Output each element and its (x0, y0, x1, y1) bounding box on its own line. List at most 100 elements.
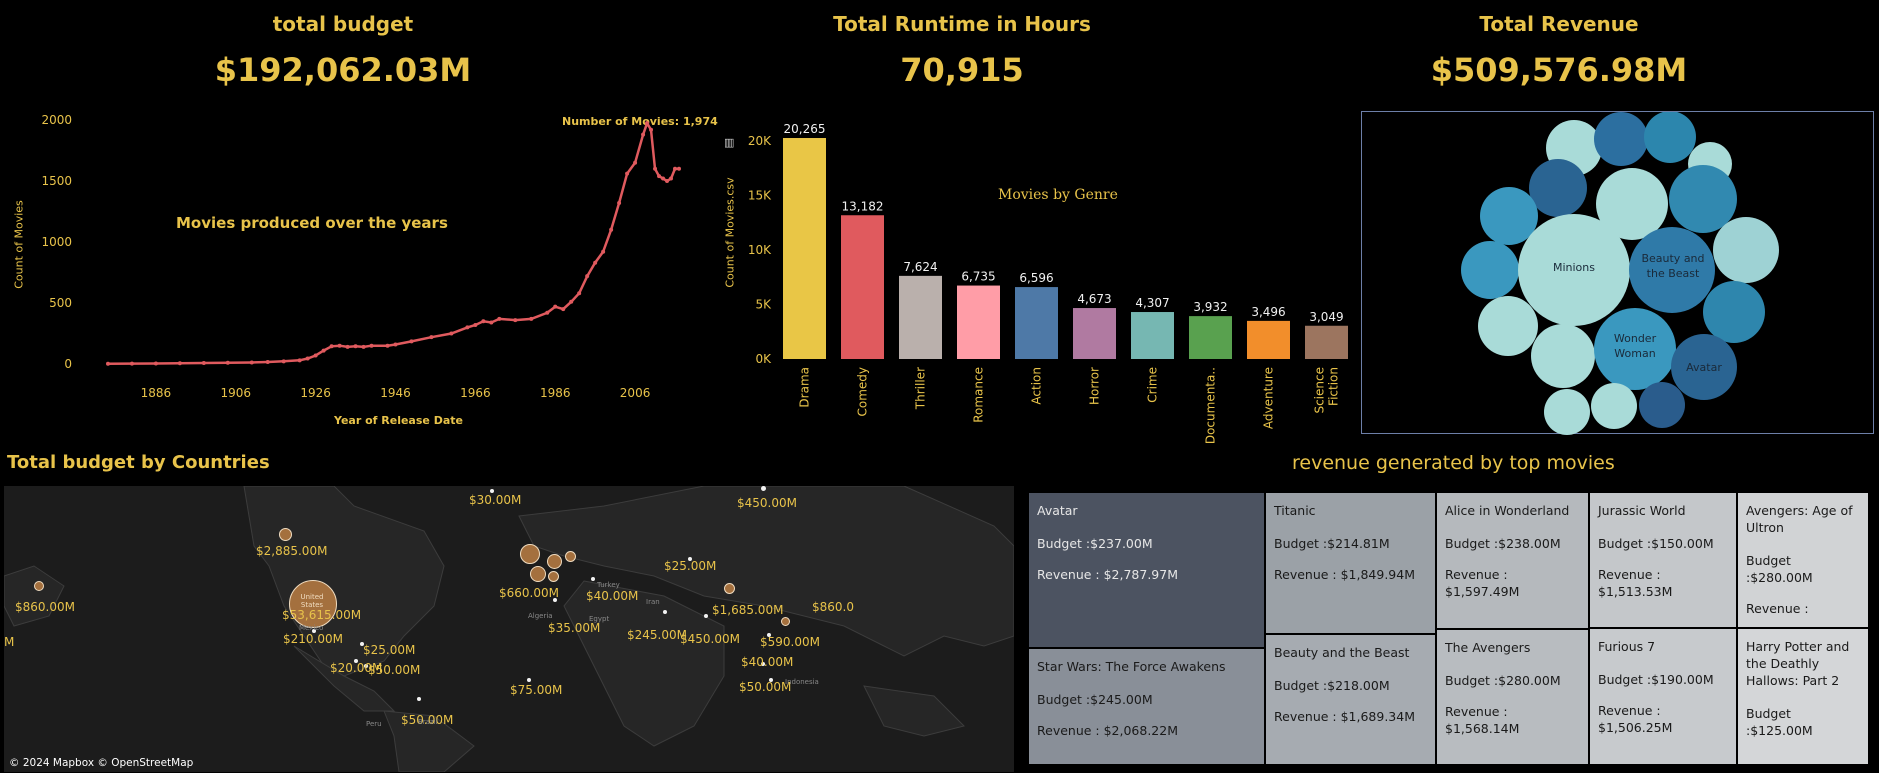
treemap-cell[interactable]: The Avengers Budget :$280.00M Revenue : … (1436, 629, 1589, 765)
bubble[interactable] (1671, 334, 1737, 400)
line-point[interactable] (633, 160, 638, 165)
map-dot[interactable] (360, 642, 364, 646)
map-dot[interactable] (354, 659, 358, 663)
treemap-cell[interactable]: Titanic Budget :$214.81M Revenue : $1,84… (1265, 492, 1436, 634)
line-point[interactable] (569, 299, 574, 304)
bubble[interactable] (1518, 214, 1630, 326)
map-dot[interactable] (312, 629, 316, 633)
bubble[interactable] (1531, 324, 1595, 388)
line-point[interactable] (529, 316, 534, 321)
map-bubble[interactable] (781, 617, 790, 626)
line-point[interactable] (669, 176, 674, 181)
line-chart[interactable]: Count of Movies Movies produced over the… (0, 95, 718, 435)
map-dot[interactable] (688, 557, 692, 561)
line-point[interactable] (449, 331, 454, 336)
bubble[interactable] (1639, 382, 1685, 428)
map-dot[interactable] (761, 486, 766, 491)
line-point[interactable] (545, 310, 550, 315)
line-point[interactable] (201, 361, 206, 366)
line-point[interactable] (657, 174, 662, 179)
line-point[interactable] (337, 343, 342, 348)
bar[interactable] (1189, 316, 1232, 359)
bubble[interactable] (1669, 165, 1737, 233)
line-point[interactable] (313, 353, 318, 358)
treemap-cell[interactable]: Jurassic World Budget :$150.00M Revenue … (1589, 492, 1737, 628)
map-bubble[interactable] (520, 544, 540, 564)
map-bubble-usa[interactable] (289, 580, 337, 628)
line-point[interactable] (345, 344, 350, 349)
budget-map[interactable]: United States $30.00M $450.00M $2,885.00… (4, 486, 1014, 772)
bubble[interactable] (1596, 168, 1668, 240)
map-bubble[interactable] (565, 551, 576, 562)
line-point[interactable] (645, 121, 650, 126)
map-dot[interactable] (704, 614, 708, 618)
line-point[interactable] (409, 339, 414, 344)
treemap-cell[interactable]: Avengers: Age of Ultron Budget :$280.00M… (1737, 492, 1869, 628)
line-point[interactable] (601, 249, 606, 254)
treemap-cell[interactable]: Harry Potter and the Deathly Hallows: Pa… (1737, 628, 1869, 765)
line-point[interactable] (661, 176, 666, 181)
line-point[interactable] (481, 319, 486, 324)
line-point[interactable] (617, 200, 622, 205)
bubble-chart[interactable]: Minions Beauty and the Beast Wonder Woma… (1361, 111, 1874, 435)
map-dot[interactable] (417, 697, 421, 701)
line-point[interactable] (653, 166, 658, 171)
line-point[interactable] (473, 322, 478, 327)
line-point[interactable] (465, 325, 470, 330)
bubble[interactable] (1713, 217, 1779, 283)
line-point[interactable] (641, 132, 646, 137)
line-point[interactable] (177, 361, 182, 366)
line-point[interactable] (577, 291, 582, 296)
bubble[interactable] (1480, 187, 1538, 245)
line-point[interactable] (129, 361, 134, 366)
map-attribution[interactable]: © 2024 Mapbox © OpenStreetMap (6, 756, 197, 770)
bar-chart-icon[interactable]: ▥ (724, 136, 735, 149)
map-bubble[interactable] (530, 566, 546, 582)
line-point[interactable] (225, 360, 230, 365)
map-bubble[interactable] (34, 581, 44, 591)
map-dot[interactable] (364, 664, 368, 668)
line-point[interactable] (625, 171, 630, 176)
bar[interactable] (1131, 312, 1174, 359)
treemap-cell[interactable]: Avatar Budget :$237.00M Revenue : $2,787… (1028, 492, 1265, 648)
map-bubble[interactable] (279, 528, 292, 541)
line-point[interactable] (561, 307, 566, 312)
bar-chart[interactable]: Movies by Genre Count of Movies.csv ▥ 20… (715, 95, 1355, 444)
bar[interactable] (1305, 325, 1348, 359)
line-point[interactable] (329, 344, 334, 349)
map-bubble[interactable] (547, 554, 562, 569)
revenue-treemap[interactable]: Avatar Budget :$237.00M Revenue : $2,787… (1028, 492, 1869, 765)
line-point[interactable] (265, 360, 270, 365)
line-point[interactable] (513, 318, 518, 323)
treemap-cell[interactable]: Star Wars: The Force Awakens Budget :$24… (1028, 648, 1265, 765)
map-dot[interactable] (553, 598, 557, 602)
line-point[interactable] (153, 361, 158, 366)
bubble[interactable] (1461, 241, 1519, 299)
line-point[interactable] (665, 179, 670, 183)
line-point[interactable] (106, 361, 110, 366)
bubble[interactable] (1544, 389, 1590, 435)
bar[interactable] (957, 285, 1000, 359)
treemap-cell[interactable]: Alice in Wonderland Budget :$238.00M Rev… (1436, 492, 1589, 629)
map-dot[interactable] (527, 678, 531, 682)
bubble[interactable] (1644, 112, 1696, 163)
line-point[interactable] (649, 127, 654, 132)
line-point[interactable] (497, 316, 502, 321)
line-point[interactable] (677, 166, 681, 171)
bubble[interactable] (1594, 308, 1676, 390)
map-dot[interactable] (663, 610, 667, 614)
line-point[interactable] (553, 304, 558, 309)
line-point[interactable] (429, 335, 434, 340)
bar[interactable] (841, 215, 884, 359)
bar[interactable] (1247, 320, 1290, 359)
line-point[interactable] (369, 343, 374, 348)
map-dot[interactable] (490, 489, 494, 493)
bar[interactable] (899, 275, 942, 359)
map-dot[interactable] (761, 662, 765, 666)
map-dot[interactable] (767, 633, 771, 637)
bar[interactable] (1073, 308, 1116, 359)
line-point[interactable] (673, 166, 678, 171)
map-bubble[interactable] (548, 571, 559, 582)
line-point[interactable] (609, 227, 614, 232)
line-point[interactable] (305, 356, 310, 361)
